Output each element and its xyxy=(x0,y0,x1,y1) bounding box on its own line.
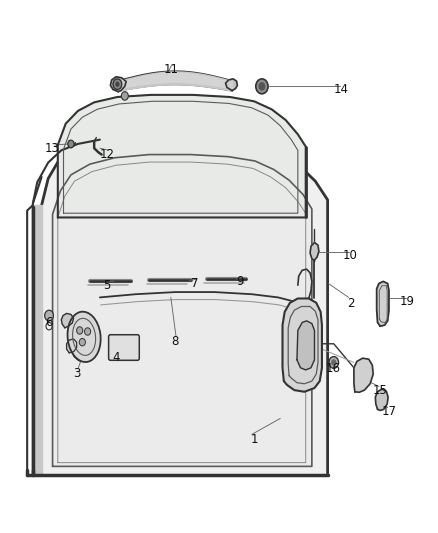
Polygon shape xyxy=(110,77,126,92)
Circle shape xyxy=(329,357,339,368)
Text: 7: 7 xyxy=(191,277,199,290)
Polygon shape xyxy=(297,321,314,370)
Circle shape xyxy=(77,327,83,334)
Circle shape xyxy=(45,310,53,321)
Polygon shape xyxy=(33,205,42,475)
Polygon shape xyxy=(58,95,306,217)
Text: 13: 13 xyxy=(45,142,60,155)
Text: 4: 4 xyxy=(112,351,120,364)
Text: 10: 10 xyxy=(343,249,358,262)
Polygon shape xyxy=(226,79,237,91)
Circle shape xyxy=(331,359,336,366)
Polygon shape xyxy=(67,339,77,353)
Text: 2: 2 xyxy=(346,297,354,310)
Text: 19: 19 xyxy=(400,295,415,308)
Polygon shape xyxy=(61,313,74,328)
Text: 14: 14 xyxy=(334,83,349,96)
Text: 3: 3 xyxy=(73,367,80,379)
Polygon shape xyxy=(377,281,389,326)
Circle shape xyxy=(113,79,122,90)
Text: 17: 17 xyxy=(381,405,396,418)
FancyBboxPatch shape xyxy=(109,335,139,360)
Circle shape xyxy=(256,79,268,94)
Text: 11: 11 xyxy=(163,63,178,76)
Ellipse shape xyxy=(67,312,101,362)
Text: 5: 5 xyxy=(104,279,111,292)
Polygon shape xyxy=(354,358,373,392)
Text: 6: 6 xyxy=(45,316,53,329)
Text: 15: 15 xyxy=(373,384,388,397)
Polygon shape xyxy=(42,138,328,475)
Circle shape xyxy=(121,92,128,100)
Polygon shape xyxy=(375,389,388,410)
Text: 1: 1 xyxy=(250,433,258,446)
Circle shape xyxy=(115,82,120,87)
Polygon shape xyxy=(53,155,312,466)
Circle shape xyxy=(68,140,74,148)
Text: 9: 9 xyxy=(236,275,244,288)
Polygon shape xyxy=(310,243,319,261)
Polygon shape xyxy=(283,298,322,392)
Circle shape xyxy=(85,328,91,335)
Circle shape xyxy=(258,82,265,91)
Text: 12: 12 xyxy=(100,148,115,161)
Text: 8: 8 xyxy=(172,335,179,348)
Circle shape xyxy=(79,338,85,346)
Text: 16: 16 xyxy=(325,362,340,375)
